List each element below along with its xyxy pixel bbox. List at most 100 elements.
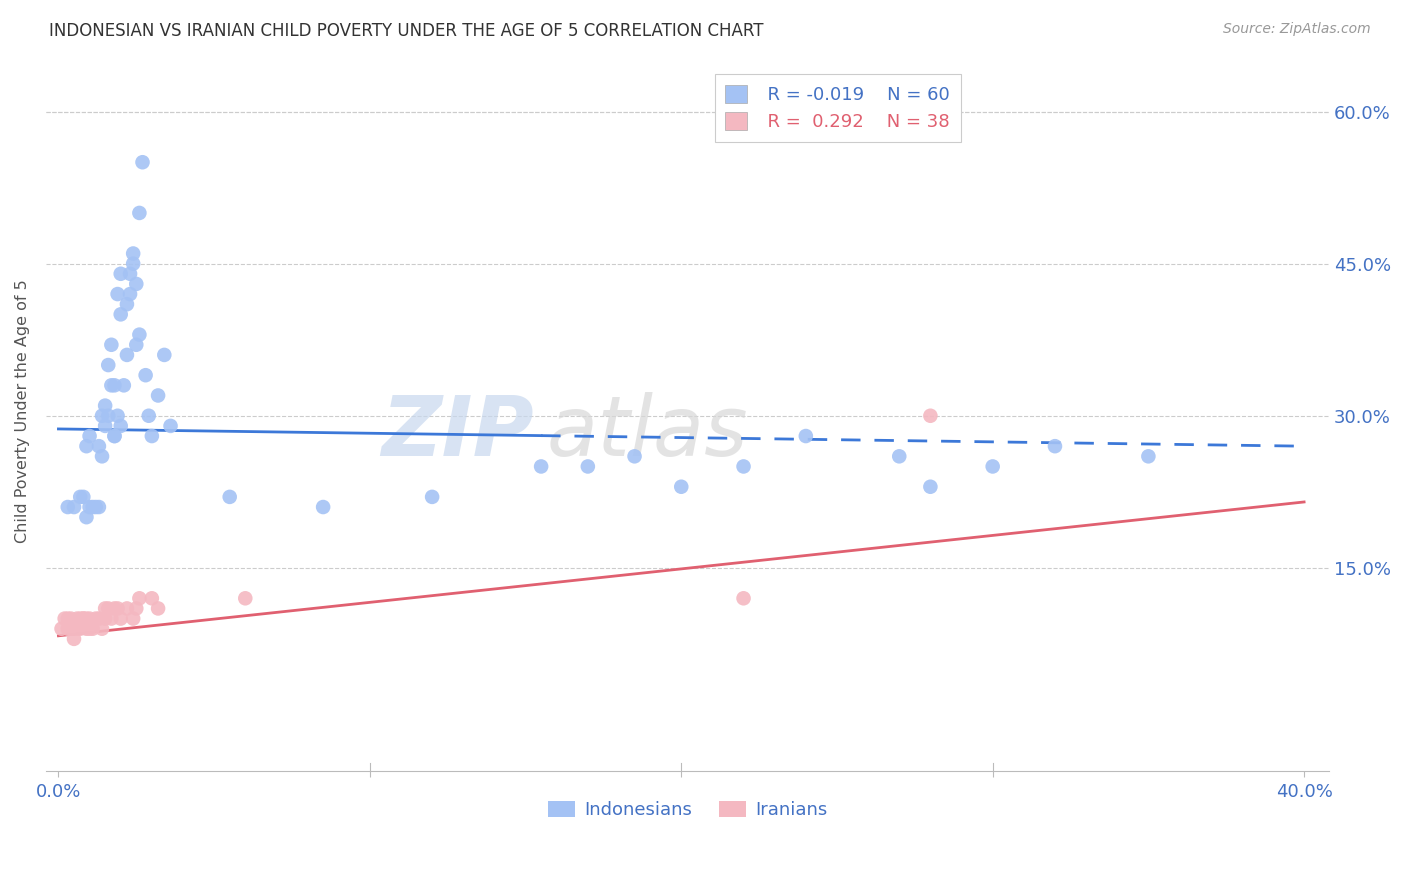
Point (100, 611, 122, 625)
Legend: Indonesians, Iranians: Indonesians, Iranians (540, 794, 834, 827)
Point (91, 450, 114, 464)
Point (153, 348, 176, 362)
Point (84, 500, 107, 514)
Point (233, 591, 256, 606)
Point (53, 611, 76, 625)
Point (63, 500, 86, 514)
Point (122, 611, 145, 625)
Point (420, 490, 443, 504)
Point (218, 490, 240, 504)
Point (75, 622, 97, 636)
Point (72, 611, 94, 625)
Point (128, 591, 150, 606)
Point (87, 500, 110, 514)
Point (56, 500, 79, 514)
Point (72, 490, 94, 504)
Point (530, 459, 553, 474)
Point (75, 611, 97, 625)
Point (312, 500, 335, 514)
Point (75, 439, 97, 453)
Point (141, 591, 163, 606)
Point (122, 257, 145, 271)
Point (87, 611, 110, 625)
Point (100, 378, 122, 392)
Point (103, 601, 125, 615)
Point (131, 155, 153, 169)
Point (69, 622, 91, 636)
Point (63, 622, 86, 636)
Point (122, 246, 145, 260)
Point (128, 327, 150, 342)
Point (112, 378, 135, 392)
Point (82, 500, 104, 514)
Point (82, 622, 104, 636)
Point (981, 459, 1004, 474)
Point (576, 459, 599, 474)
Point (115, 601, 138, 615)
Point (69, 490, 91, 504)
Point (79, 500, 101, 514)
Point (79, 429, 101, 443)
Point (159, 418, 181, 433)
Point (66, 622, 89, 636)
Point (110, 267, 132, 281)
Point (128, 206, 150, 220)
Point (141, 429, 163, 443)
Point (87, 439, 110, 453)
Point (94, 611, 117, 625)
Point (125, 277, 148, 291)
Point (1137, 450, 1160, 464)
Point (94, 601, 117, 615)
Point (120, 287, 142, 301)
Point (146, 601, 169, 615)
Point (103, 429, 125, 443)
Point (97, 601, 120, 615)
Point (56, 611, 79, 625)
Point (889, 450, 911, 464)
Point (94, 418, 117, 433)
Point (671, 480, 693, 494)
Point (920, 480, 942, 494)
Point (107, 287, 129, 301)
Point (103, 378, 125, 392)
Point (59, 622, 82, 636)
Point (138, 409, 160, 423)
Point (84, 611, 107, 625)
Point (59, 611, 82, 625)
Text: ZIP: ZIP (381, 392, 533, 473)
Point (79, 622, 101, 636)
Point (125, 601, 148, 615)
Point (91, 622, 114, 636)
Text: INDONESIAN VS IRANIAN CHILD POVERTY UNDER THE AGE OF 5 CORRELATION CHART: INDONESIAN VS IRANIAN CHILD POVERTY UNDE… (49, 22, 763, 40)
Point (107, 601, 129, 615)
Text: Source: ZipAtlas.com: Source: ZipAtlas.com (1223, 22, 1371, 37)
Point (79, 611, 101, 625)
Point (72, 611, 94, 625)
Point (146, 388, 169, 402)
Y-axis label: Child Poverty Under the Age of 5: Child Poverty Under the Age of 5 (15, 279, 30, 542)
Point (125, 338, 148, 352)
Point (135, 368, 157, 383)
Point (91, 409, 114, 423)
Point (794, 429, 817, 443)
Point (97, 409, 120, 423)
Point (120, 267, 142, 281)
Point (51, 622, 73, 636)
Text: atlas: atlas (547, 392, 748, 473)
Point (115, 297, 138, 311)
Point (63, 632, 86, 646)
Point (733, 591, 755, 606)
Point (115, 348, 138, 362)
Point (94, 399, 117, 413)
Point (110, 611, 132, 625)
Point (920, 409, 942, 423)
Point (110, 307, 132, 321)
Point (66, 611, 89, 625)
Point (75, 510, 97, 524)
Point (69, 611, 91, 625)
Point (110, 418, 132, 433)
Point (56, 622, 79, 636)
Point (107, 409, 129, 423)
Point (733, 459, 755, 474)
Point (623, 450, 645, 464)
